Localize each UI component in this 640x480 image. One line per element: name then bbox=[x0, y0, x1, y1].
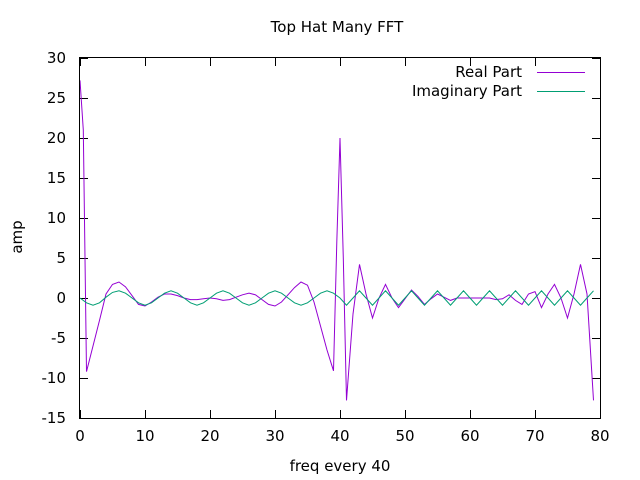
chart-title: Top Hat Many FFT bbox=[270, 18, 404, 36]
y-tick-label: 10 bbox=[47, 209, 66, 227]
y-axis-label: amp bbox=[8, 220, 26, 253]
x-tick-label: 60 bbox=[460, 427, 479, 445]
x-tick-label: 70 bbox=[525, 427, 544, 445]
x-tick-label: 40 bbox=[330, 427, 349, 445]
legend-label: Imaginary Part bbox=[412, 82, 522, 100]
x-axis-label: freq every 40 bbox=[290, 457, 391, 475]
y-tick-label: 30 bbox=[47, 49, 66, 67]
series-line-2 bbox=[79, 290, 594, 306]
x-tick-label: 30 bbox=[265, 427, 284, 445]
axis-ticks: 0 10 20 30 40 50 60 70 80 -15 -10 -5 0 5 10 15 20 25 30 bbox=[42, 49, 610, 445]
y-tick-label: -10 bbox=[42, 369, 67, 387]
x-tick-label: 20 bbox=[200, 427, 219, 445]
y-tick-label: 0 bbox=[56, 289, 66, 307]
series-line-1 bbox=[79, 80, 594, 401]
y-tick-label: 15 bbox=[47, 169, 66, 187]
y-tick-label: -5 bbox=[51, 329, 66, 347]
x-tick-label: 80 bbox=[590, 427, 609, 445]
series-layer bbox=[79, 80, 594, 401]
x-tick-label: 50 bbox=[395, 427, 414, 445]
plot-frame bbox=[79, 57, 601, 419]
y-tick-label: 20 bbox=[47, 129, 66, 147]
x-tick-label: 10 bbox=[135, 427, 154, 445]
x-tick-label: 0 bbox=[75, 427, 85, 445]
y-tick-label: 5 bbox=[56, 249, 66, 267]
y-tick-label: 25 bbox=[47, 89, 66, 107]
y-tick-label: -15 bbox=[42, 409, 67, 427]
legend-label: Real Part bbox=[455, 63, 522, 81]
